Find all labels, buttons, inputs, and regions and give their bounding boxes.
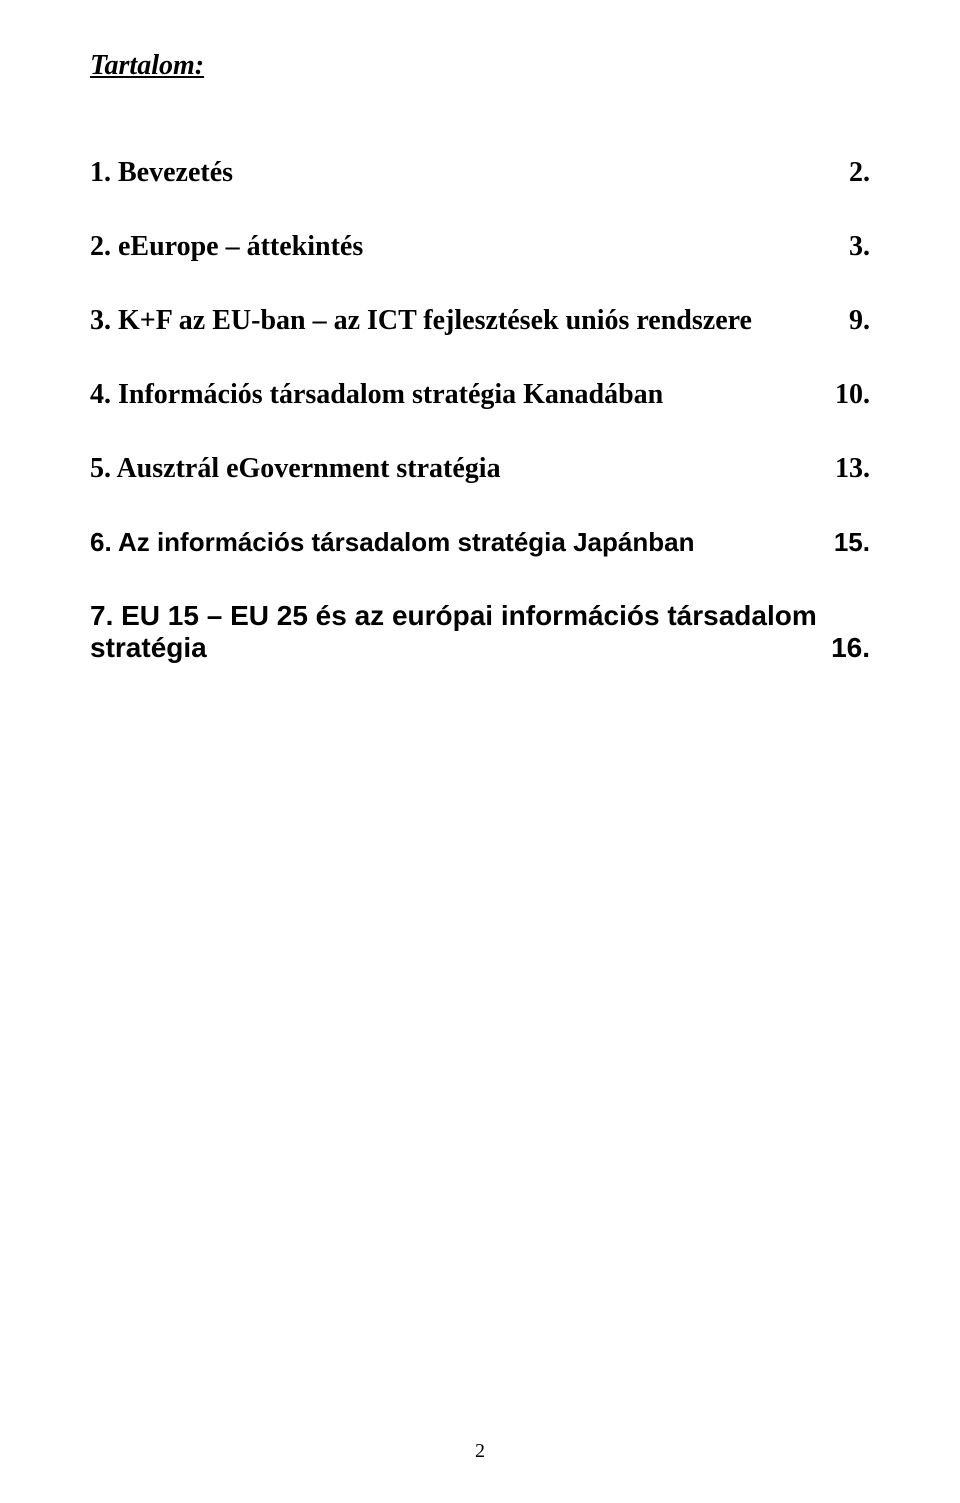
toc-entry-label: 3. K+F az EU-ban – az ICT fejlesztések u… xyxy=(90,305,782,337)
toc-entry-5: 5. Ausztrál eGovernment stratégia 13. xyxy=(90,453,870,485)
toc-entry-label: 1. Bevezetés xyxy=(90,157,263,189)
toc-entry-page: 9. xyxy=(830,305,870,337)
page-number: 2 xyxy=(0,1440,960,1463)
toc-entry-page: 2. xyxy=(830,157,870,189)
toc-entry-label: 6. Az információs társadalom stratégia J… xyxy=(90,527,724,558)
toc-entry-label: 4. Információs társadalom stratégia Kana… xyxy=(90,379,693,411)
toc-entry-1: 1. Bevezetés 2. xyxy=(90,157,870,189)
toc-entry-page: 3. xyxy=(830,231,870,263)
toc-entry-label: 2. eEurope – áttekintés xyxy=(90,231,393,263)
toc-entry-page: 13. xyxy=(830,453,870,485)
toc-title: Tartalom: xyxy=(90,50,870,82)
toc-entry-3: 3. K+F az EU-ban – az ICT fejlesztések u… xyxy=(90,305,870,337)
toc-entry-6: 6. Az információs társadalom stratégia J… xyxy=(90,527,870,558)
toc-entry-page: 16. xyxy=(830,632,870,664)
toc-entry-label: 5. Ausztrál eGovernment stratégia xyxy=(90,453,531,485)
toc-entry-2: 2. eEurope – áttekintés 3. xyxy=(90,231,870,263)
toc-entry-4: 4. Információs társadalom stratégia Kana… xyxy=(90,379,870,411)
toc-entry-page: 10. xyxy=(830,379,870,411)
toc-entry-label-line1: 7. EU 15 – EU 25 és az európai informáci… xyxy=(90,600,870,632)
toc-entry-page: 15. xyxy=(830,527,870,558)
toc-entry-label-line2: stratégia xyxy=(90,632,237,664)
toc-entry-7: 7. EU 15 – EU 25 és az európai informáci… xyxy=(90,600,870,664)
